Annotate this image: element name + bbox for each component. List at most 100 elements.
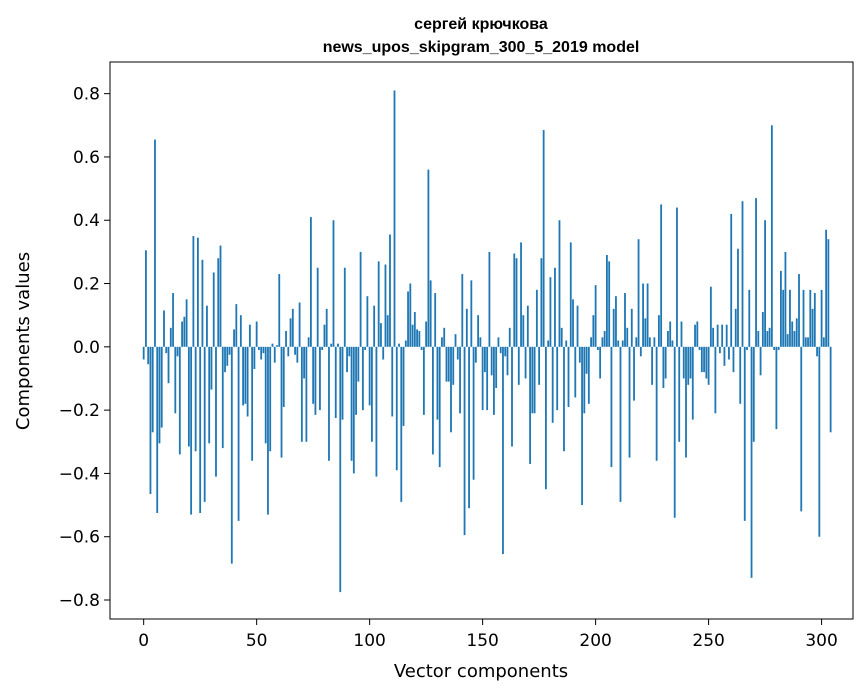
bar-238	[680, 321, 683, 347]
y-axis: −0.8 −0.6 −0.4 −0.2 0.0 0.2 0.4 0.6 0.8	[59, 85, 110, 611]
bar-14	[174, 346, 177, 414]
bar-129	[434, 293, 437, 347]
bar-228	[657, 315, 660, 347]
bar-39	[230, 346, 233, 564]
bar-254	[716, 324, 719, 347]
bar-257	[723, 346, 726, 366]
bar-202	[599, 346, 602, 379]
bar-278	[770, 125, 773, 347]
bar-270	[752, 346, 755, 442]
x-axis-label: Vector components	[394, 661, 568, 682]
bar-82	[328, 346, 330, 461]
bar-15	[176, 346, 179, 357]
bar-263	[737, 248, 739, 347]
bar-297	[813, 293, 816, 347]
bar-294	[807, 337, 809, 347]
bar-269	[750, 346, 753, 578]
bar-50	[255, 321, 258, 347]
bar-109	[389, 234, 391, 347]
bar-240	[685, 346, 687, 458]
bar-59	[276, 345, 278, 347]
bar-90	[346, 346, 348, 373]
bar-149	[479, 337, 482, 347]
bar-123	[420, 346, 423, 350]
bar-77	[316, 267, 319, 347]
bar-103	[375, 346, 378, 477]
bar-16	[178, 346, 181, 455]
bar-23	[194, 346, 197, 452]
bar-219	[637, 239, 640, 347]
bar-194	[581, 346, 583, 506]
bar-55	[267, 346, 269, 515]
bar-10	[165, 346, 168, 354]
bar-73	[307, 337, 310, 347]
bar-296	[811, 308, 814, 347]
bar-110	[391, 346, 394, 417]
bar-49	[253, 346, 256, 369]
bar-46	[246, 346, 249, 417]
bar-48	[251, 346, 254, 461]
bar-57	[271, 343, 274, 347]
bar-75	[312, 346, 315, 404]
bar-265	[741, 201, 744, 347]
bar-158	[499, 346, 502, 354]
bar-37	[226, 346, 229, 366]
bar-206	[608, 261, 611, 347]
bar-236	[676, 207, 678, 347]
bar-285	[786, 334, 789, 347]
bar-30	[210, 346, 213, 390]
bar-126	[427, 169, 430, 347]
bar-138	[454, 334, 457, 347]
bar-243	[691, 346, 694, 420]
bar-216	[630, 308, 633, 347]
bar-40	[233, 329, 235, 347]
bar-130	[436, 346, 439, 420]
bar-196	[585, 346, 588, 374]
bar-247	[700, 346, 703, 373]
bar-276	[766, 331, 769, 347]
bar-284	[784, 251, 787, 347]
bar-32	[215, 346, 217, 477]
bar-52	[260, 346, 263, 360]
bar-213	[624, 293, 626, 347]
y-tick-label-4: 0.0	[73, 338, 100, 358]
bar-144	[468, 346, 470, 509]
bar-11	[167, 346, 170, 384]
bar-190	[572, 299, 574, 347]
bar-25	[199, 346, 202, 513]
bar-273	[759, 346, 762, 376]
bar-152	[486, 346, 489, 411]
bar-262	[734, 308, 737, 347]
bar-234	[671, 340, 674, 347]
bar-125	[425, 321, 428, 347]
bar-208	[612, 308, 615, 347]
bar-279	[773, 346, 776, 350]
y-tick-label-5: 0.2	[73, 275, 100, 295]
bar-51	[258, 346, 260, 350]
bar-156	[495, 346, 498, 388]
bar-282	[780, 270, 782, 347]
bar-41	[235, 304, 238, 347]
bar-85	[334, 346, 337, 419]
x-tick-label-100: 100	[353, 631, 385, 651]
bar-66	[291, 308, 294, 347]
bar-201	[596, 346, 599, 350]
x-tick-label-50: 50	[246, 631, 268, 651]
x-axis: 0 50 100 150 200 250 300	[138, 619, 838, 651]
bar-303	[827, 239, 830, 347]
y-tick-label-2: −0.4	[59, 464, 100, 484]
bar-8	[160, 346, 163, 428]
bar-245	[696, 321, 699, 347]
y-tick-label-8: 0.8	[73, 85, 100, 105]
bar-105	[380, 323, 382, 347]
bar-135	[447, 346, 450, 382]
bar-173	[533, 346, 536, 414]
bar-146	[472, 346, 475, 480]
bar-104	[377, 261, 380, 347]
bar-207	[610, 346, 613, 468]
bar-161	[506, 346, 509, 376]
bar-221	[642, 283, 644, 347]
bar-182	[554, 267, 556, 347]
bar-78	[319, 346, 321, 411]
bar-106	[382, 346, 385, 360]
